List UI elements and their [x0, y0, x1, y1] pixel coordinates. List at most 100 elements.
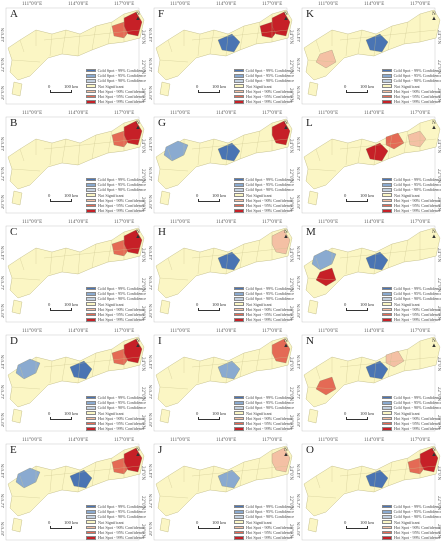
- legend-swatch: [234, 312, 244, 317]
- legend-label: Not Significant: [394, 192, 420, 198]
- legend-label: Not Significant: [98, 301, 124, 307]
- map-svg: [153, 7, 293, 105]
- right-tick-label: 24°0'N: [140, 248, 145, 263]
- legend-label: Cold Spot - 95% Confidence: [97, 73, 146, 79]
- map-panel-j: 111°0'0"E 114°0'0"E 117°0'0"E 24°0'N 22°0'N 2…: [148, 436, 294, 543]
- legend-item: Cold Spot - 95% Confidence: [382, 400, 441, 405]
- scale-distance: 100 km: [360, 302, 374, 307]
- legend-swatch: [382, 530, 392, 535]
- legend-label: Hot Spot - 90% Confidence: [98, 415, 145, 421]
- legend-item: Hot Spot - 90% Confidence: [234, 307, 294, 312]
- map-frame: [153, 443, 288, 541]
- legend-label: Hot Spot - 99% Confidence: [394, 99, 441, 105]
- region-boundary: [315, 39, 321, 53]
- legend-swatch: [86, 291, 96, 296]
- legend-label: Hot Spot - 95% Confidence: [394, 94, 441, 100]
- legend-swatch: [234, 535, 244, 540]
- region-boundary: [49, 251, 53, 275]
- legend-label: Hot Spot - 90% Confidence: [98, 306, 145, 312]
- scale-zero: 0: [196, 520, 199, 525]
- legend-item: Cold Spot - 90% Confidence: [382, 78, 441, 83]
- right-tick-label: 20°0'N: [140, 306, 145, 321]
- legend-swatch: [86, 525, 96, 530]
- legend-item: Not Significant: [234, 520, 294, 525]
- legend-swatch: [86, 188, 96, 192]
- legend-item: Hot Spot - 99% Confidence: [234, 317, 294, 322]
- legend-label: Hot Spot - 99% Confidence: [98, 426, 145, 432]
- region-hot99: [365, 142, 389, 162]
- region-boundary: [209, 247, 215, 273]
- region-boundary: [197, 33, 201, 57]
- legend-item: Cold Spot - 95% Confidence: [382, 509, 441, 514]
- map-panel-o: 111°0'0"E 114°0'0"E 117°0'0"E 24°0'N 22°0'N 2…: [296, 436, 441, 543]
- legend-label: Hot Spot - 99% Confidence: [98, 99, 145, 105]
- legend-swatch: [86, 317, 96, 322]
- region-cold99: [69, 360, 93, 380]
- scale-distance: 100 km: [64, 84, 78, 89]
- region-boundary: [91, 25, 97, 51]
- right-tick-label: 20°0'N: [288, 197, 293, 212]
- right-tick-label: 20°0'N: [288, 306, 293, 321]
- legend-item: Hot Spot - 99% Confidence: [86, 99, 146, 104]
- legend-swatch: [86, 177, 96, 182]
- legend-swatch: [234, 177, 244, 182]
- map-svg: [5, 116, 145, 214]
- region-boundary: [357, 247, 363, 273]
- region-boundary: [61, 465, 67, 491]
- legend-item: Not Significant: [234, 411, 294, 416]
- legend-label: Cold Spot - 95% Confidence: [245, 400, 294, 406]
- legend-swatch: [382, 84, 392, 88]
- scale-distance: 100 km: [212, 84, 226, 89]
- legend-swatch: [234, 84, 244, 88]
- legend-swatch: [382, 79, 392, 83]
- legend-label: Cold Spot - 99% Confidence: [393, 177, 441, 183]
- legend-label: Hot Spot - 99% Confidence: [394, 317, 441, 323]
- top-tick-label: 111°0'0"E: [22, 329, 43, 334]
- region-boundary: [191, 356, 289, 368]
- right-tick-label: 24°0'N: [436, 30, 441, 45]
- region-boundary: [197, 251, 201, 275]
- region-boundary: [225, 251, 229, 275]
- scale-zero: 0: [196, 302, 199, 307]
- scale-bar: 0 100 km: [344, 520, 374, 529]
- legend-item: Hot Spot - 95% Confidence: [234, 94, 294, 99]
- legend-item: Cold Spot - 99% Confidence: [234, 68, 294, 73]
- region-boundary: [167, 39, 173, 53]
- scale-distance: 100 km: [212, 520, 226, 525]
- legend-label: Not Significant: [246, 83, 272, 89]
- region-boundary: [373, 469, 377, 493]
- right-tick-label: 22°0'N: [288, 387, 293, 402]
- right-tick-label: 20°0'N: [436, 88, 441, 103]
- top-tick-label: 111°0'0"E: [318, 2, 339, 7]
- legend-item: Cold Spot - 99% Confidence: [86, 68, 146, 73]
- north-arrow-icon: N ▲: [283, 230, 289, 240]
- legend-item: Cold Spot - 95% Confidence: [86, 73, 146, 78]
- legend-label: Not Significant: [246, 192, 272, 198]
- region-boundary: [315, 257, 321, 271]
- top-tick-label: 111°0'0"E: [318, 220, 339, 225]
- map-panel-h: 111°0'0"E 114°0'0"E 117°0'0"E 24°0'N 22°0'N 2…: [148, 218, 294, 325]
- legend-label: Cold Spot - 90% Confidence: [97, 187, 146, 193]
- legend-swatch: [234, 421, 244, 426]
- legend-swatch: [234, 193, 244, 197]
- legend-swatch: [382, 99, 392, 104]
- legend-label: Cold Spot - 90% Confidence: [393, 187, 441, 193]
- top-tick-label: 117°0'0"E: [410, 111, 431, 116]
- scale-bar: 0 100 km: [48, 411, 78, 420]
- right-tick-label: 22°0'N: [140, 278, 145, 293]
- region-boundary: [209, 465, 215, 491]
- right-tick-label: 24°0'N: [288, 357, 293, 372]
- legend-swatch: [382, 421, 392, 426]
- legend-label: Cold Spot - 90% Confidence: [393, 514, 441, 520]
- legend-item: Cold Spot - 90% Confidence: [86, 514, 146, 519]
- legend-swatch: [234, 73, 244, 78]
- region-base: [159, 408, 171, 424]
- region-boundary: [91, 243, 97, 269]
- legend-swatch: [234, 426, 244, 431]
- region-boundary: [19, 475, 25, 489]
- legend-item: Hot Spot - 90% Confidence: [382, 525, 441, 530]
- right-tick-label: 20°0'N: [436, 197, 441, 212]
- region-boundary: [357, 29, 363, 55]
- legend-label: Hot Spot - 90% Confidence: [98, 524, 145, 530]
- right-tick-label: 22°0'N: [140, 496, 145, 511]
